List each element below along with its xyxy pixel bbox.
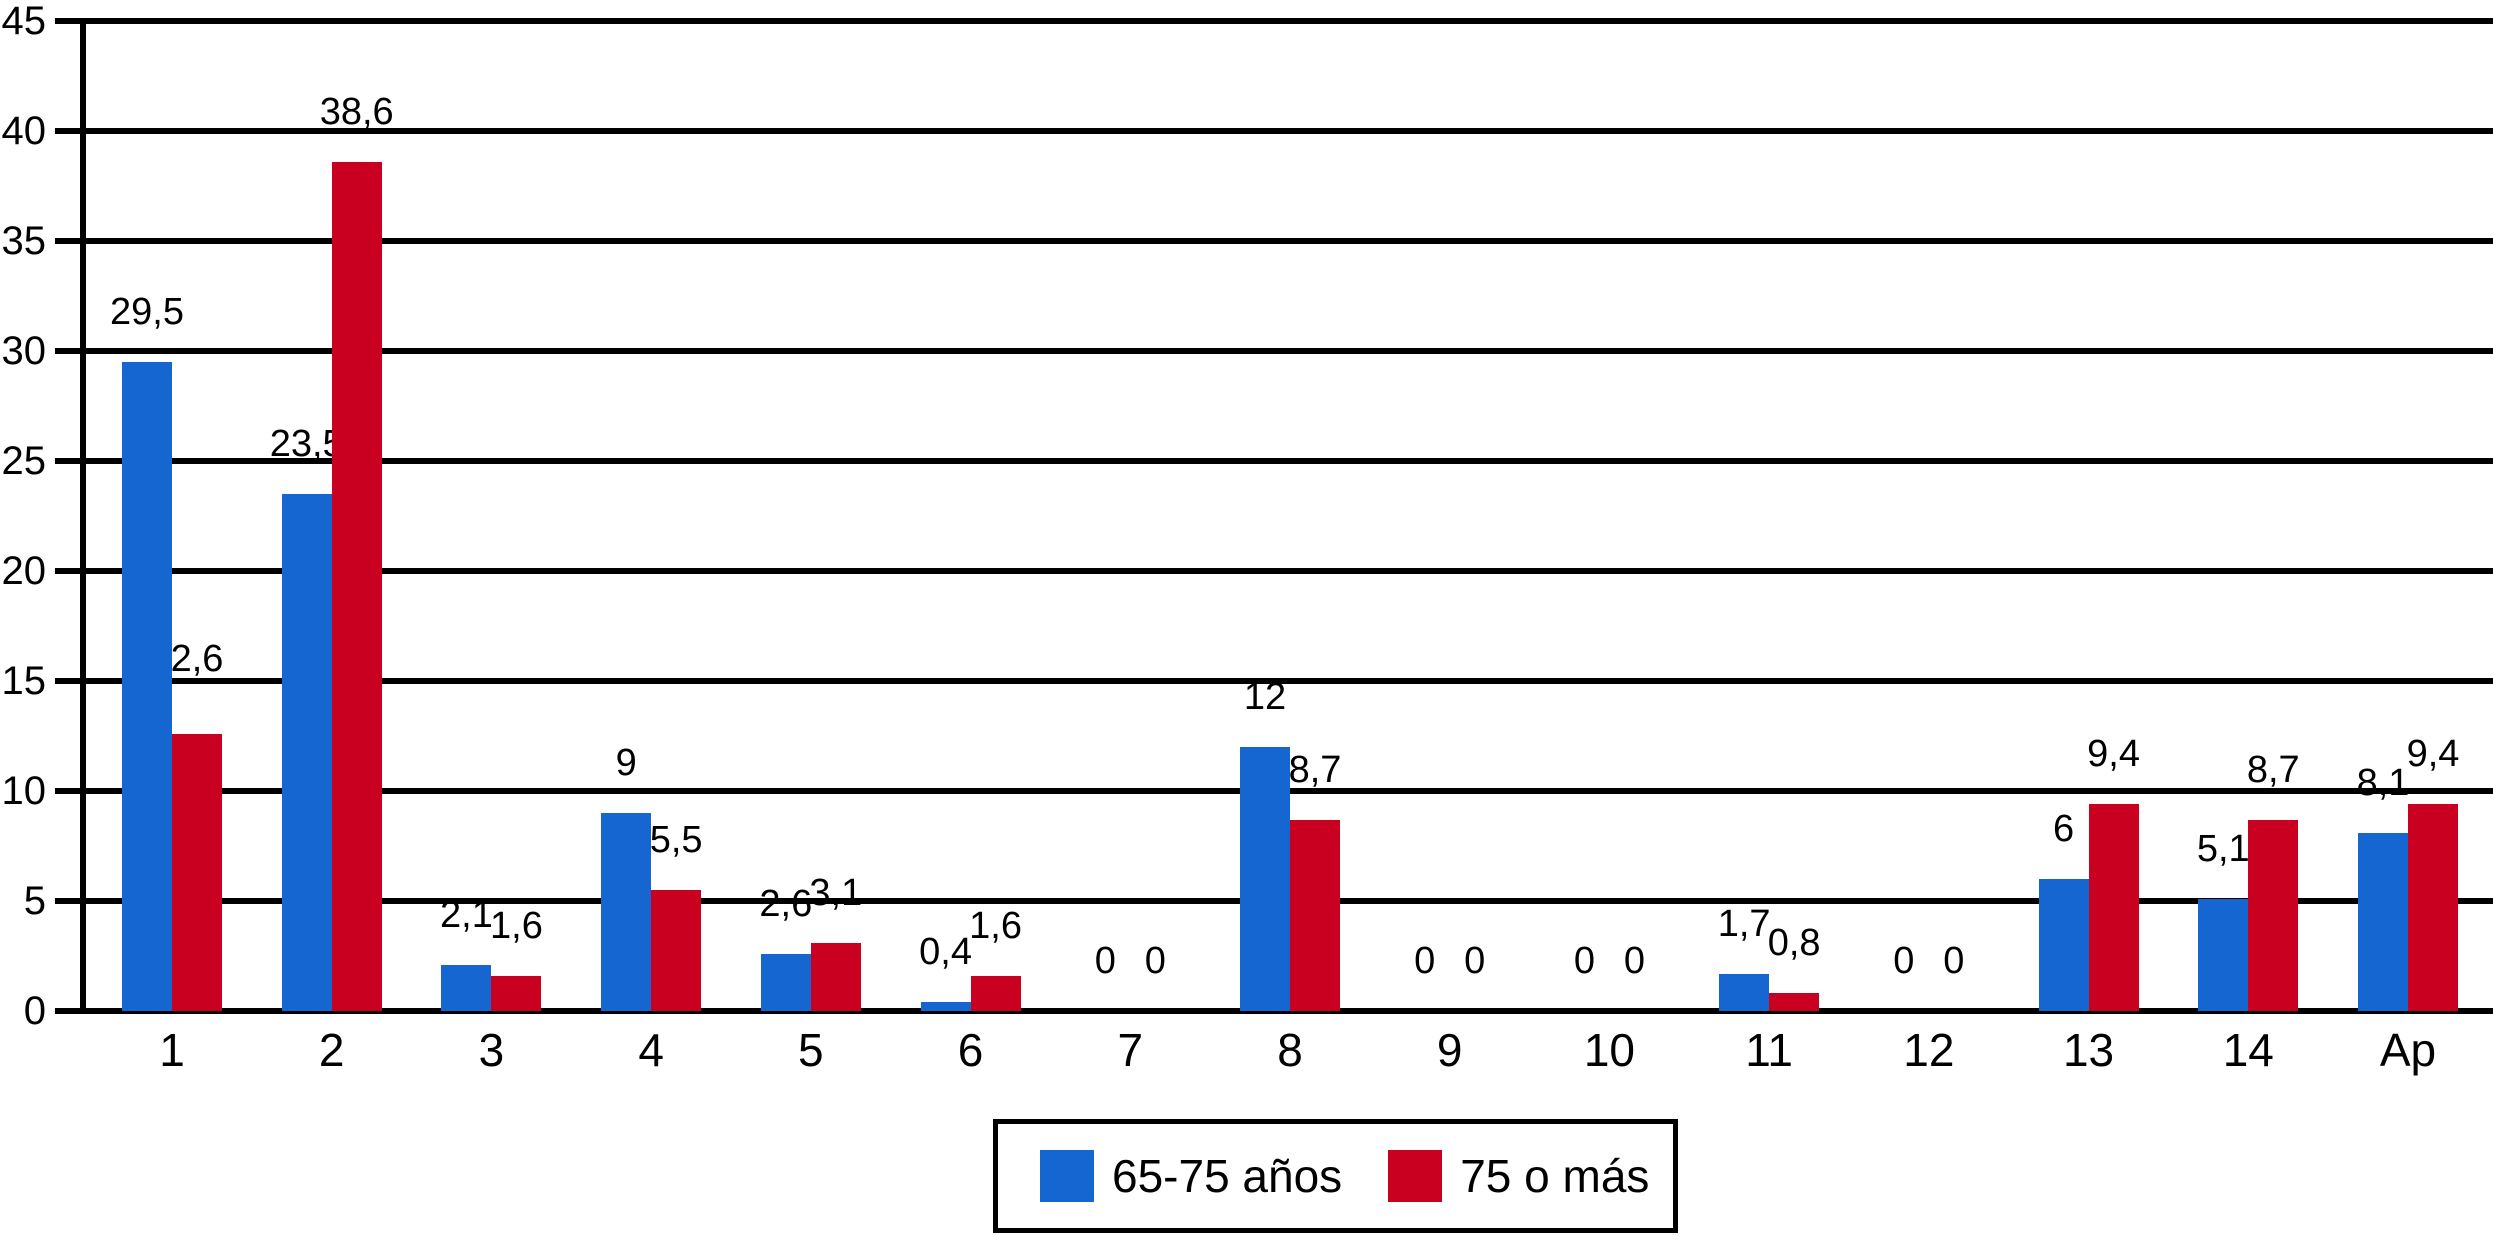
- legend-label-65-75: 65-75 años: [1112, 1150, 1343, 1202]
- value-label: 0: [1943, 940, 1965, 982]
- bar-65-75: [2198, 899, 2249, 1011]
- bar-75-mas: [1769, 993, 1820, 1011]
- x-tick-label: 4: [638, 1024, 664, 1076]
- x-tick-label: Ap: [2379, 1024, 2437, 1076]
- bar-65-75: [1240, 747, 1290, 1011]
- value-label: 0,4: [919, 931, 972, 973]
- bar-75-mas: [2408, 804, 2458, 1011]
- value-label: 8,7: [1288, 749, 1342, 791]
- bar-75-mas: [1290, 820, 1340, 1011]
- y-tick-label: 30: [1, 329, 47, 373]
- gridline: [55, 238, 2493, 244]
- x-tick-label: 12: [1903, 1024, 1955, 1076]
- y-tick-label: 5: [23, 879, 46, 923]
- value-label: 6: [2052, 808, 2075, 850]
- value-label: 1,6: [490, 905, 543, 947]
- x-tick-label: 11: [1745, 1024, 1794, 1076]
- value-label: 9,4: [2406, 733, 2460, 775]
- x-tick-label: 13: [2062, 1024, 2115, 1076]
- value-label: 38,6: [319, 91, 394, 133]
- x-tick-label: 2: [318, 1024, 345, 1076]
- value-label: 2,1: [440, 894, 493, 936]
- bar-65-75: [2038, 879, 2089, 1011]
- value-label: 29,5: [110, 291, 184, 333]
- y-tick-label: 35: [1, 219, 47, 263]
- bar-65-75: [920, 1002, 971, 1011]
- y-tick-label: 10: [1, 769, 47, 813]
- x-tick-label: 5: [798, 1024, 824, 1076]
- value-label: 0: [1893, 940, 1915, 982]
- gridline: [55, 348, 2493, 354]
- value-label: 5,1: [2196, 828, 2250, 870]
- gridline: [55, 18, 2493, 24]
- x-tick-label: 1: [159, 1024, 185, 1076]
- gridline: [55, 678, 2493, 684]
- y-tick-label: 15: [1, 659, 47, 703]
- value-label: 0: [1094, 940, 1116, 982]
- gridline: [55, 568, 2493, 574]
- bar-75-mas: [970, 976, 1021, 1011]
- legend-item-65-75: 65-75 años: [1040, 1149, 1342, 1203]
- value-label: 0: [1464, 940, 1486, 982]
- value-label: 0: [1144, 940, 1166, 982]
- x-tick-label: 14: [2222, 1024, 2274, 1076]
- y-tick-label: 20: [1, 549, 47, 593]
- legend-swatch-75-mas: [1388, 1150, 1443, 1202]
- legend-swatch-65-75: [1040, 1150, 1094, 1202]
- bar-65-75: [601, 813, 652, 1011]
- bar-75-mas: [2088, 804, 2139, 1011]
- value-label: 23,5: [269, 423, 344, 465]
- x-tick-label: 3: [478, 1024, 505, 1076]
- x-tick-label: 7: [1117, 1024, 1144, 1076]
- y-tick-label: 25: [1, 439, 47, 483]
- value-label: 0: [1573, 940, 1595, 982]
- gridline: [55, 1008, 2493, 1014]
- bar-75-mas: [2248, 820, 2299, 1011]
- value-label: 9: [615, 742, 637, 784]
- bar-65-75: [1719, 974, 1770, 1011]
- legend-item-75-mas: 75 o más: [1388, 1149, 1649, 1203]
- value-label: 1,7: [1717, 903, 1771, 945]
- bar-75-mas: [331, 162, 382, 1011]
- gridline: [55, 458, 2493, 464]
- value-label: 1,6: [969, 905, 1022, 947]
- y-tick-label: 40: [1, 109, 47, 153]
- value-label: 2,6: [170, 638, 224, 680]
- value-label: 2,6: [759, 883, 813, 925]
- bar-75-mas: [651, 890, 702, 1011]
- value-label: 0: [1623, 940, 1645, 982]
- value-label: 0: [1414, 940, 1436, 982]
- bar-65-75: [2358, 833, 2408, 1011]
- y-tick-label: 45: [1, 0, 47, 43]
- value-label: 8,7: [2246, 749, 2300, 791]
- bar-75-mas: [491, 976, 542, 1011]
- value-label: 9,4: [2087, 733, 2140, 775]
- bar-75-mas: [810, 943, 861, 1011]
- x-tick-label: 8: [1277, 1024, 1303, 1076]
- y-tick-label: 0: [23, 989, 46, 1033]
- value-label: 12: [1243, 676, 1287, 718]
- y-axis-line: [80, 18, 86, 1014]
- bar-65-75: [281, 494, 332, 1011]
- value-label: 5,5: [649, 819, 703, 861]
- x-tick-label: 6: [957, 1024, 984, 1076]
- bar-65-75: [441, 965, 492, 1011]
- gridline: [55, 128, 2493, 134]
- bar-65-75: [122, 362, 172, 1011]
- legend-box: 65-75 años 75 o más: [993, 1119, 1678, 1233]
- x-tick-label: 9: [1436, 1024, 1463, 1076]
- value-label: 8,1: [2356, 762, 2410, 804]
- legend-label-75-mas: 75 o más: [1460, 1150, 1650, 1202]
- x-tick-label: 10: [1583, 1024, 1635, 1076]
- bar-65-75: [760, 954, 811, 1011]
- value-label: 3,1: [809, 872, 863, 914]
- bar-75-mas: [172, 734, 222, 1011]
- value-label: 0,8: [1767, 922, 1821, 964]
